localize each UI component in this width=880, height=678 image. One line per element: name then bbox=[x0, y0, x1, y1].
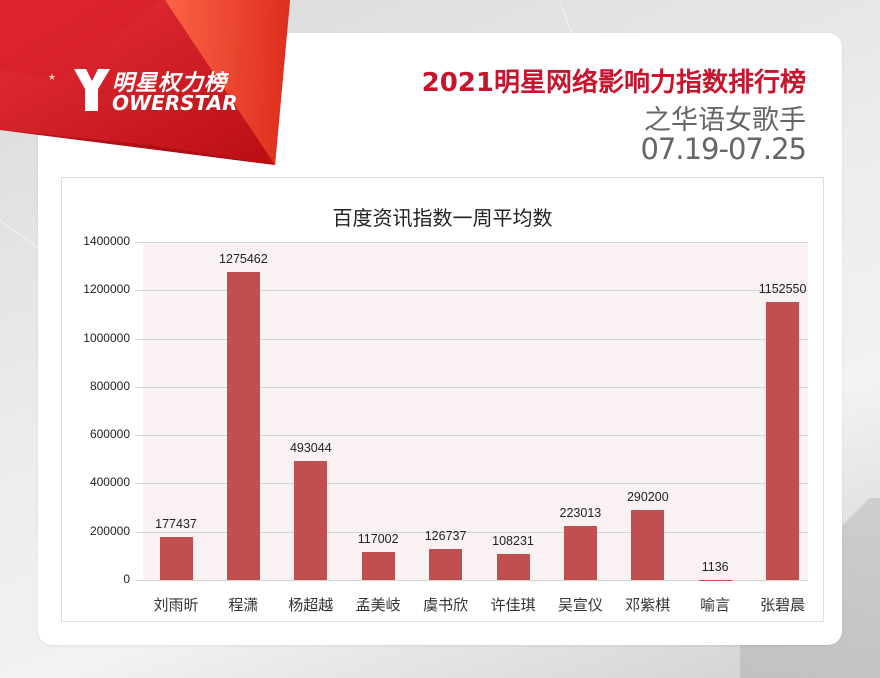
x-axis-category-label: 许佳琪 bbox=[490, 596, 536, 614]
bar-value-label: 117002 bbox=[357, 531, 399, 546]
date-range: 07.19-07.25 bbox=[640, 132, 807, 166]
bar bbox=[698, 579, 732, 581]
bar bbox=[226, 272, 260, 580]
bar-value-label: 177437 bbox=[155, 517, 197, 532]
y-axis-tick-label: 1000000 bbox=[83, 330, 130, 345]
x-axis-category-label: 张碧晨 bbox=[760, 596, 806, 614]
x-axis-category-label: 程潇 bbox=[228, 596, 259, 614]
bar bbox=[159, 537, 193, 580]
gridline bbox=[135, 386, 808, 388]
gridline bbox=[135, 338, 808, 340]
x-axis-category-label: 吴宣仪 bbox=[557, 596, 603, 614]
y-axis-tick-label: 200000 bbox=[89, 523, 130, 538]
bar bbox=[429, 549, 463, 580]
chart-title: 百度资讯指数一周平均数 bbox=[332, 206, 553, 230]
yowerstar-logo: 明星权力榜 OWERSTAR bbox=[72, 65, 282, 115]
logo-chinese-text: 明星权力榜 bbox=[112, 71, 228, 96]
x-axis-category-label: 邓紫棋 bbox=[625, 596, 671, 614]
bar-value-label: 1136 bbox=[701, 559, 729, 574]
logo-y-icon bbox=[74, 69, 110, 111]
page-title: 2021明星网络影响力指数排行榜 bbox=[421, 68, 806, 98]
y-axis-tick-label: 800000 bbox=[89, 378, 130, 393]
gridline bbox=[135, 435, 808, 437]
bar-value-label: 126737 bbox=[424, 529, 467, 544]
bar-value-label: 1152550 bbox=[758, 281, 807, 296]
x-axis-category-label: 杨超越 bbox=[288, 596, 334, 614]
page-subtitle: 之华语女歌手 bbox=[644, 105, 806, 136]
bar-value-label: 290200 bbox=[626, 489, 669, 504]
bar bbox=[766, 301, 800, 580]
gridline bbox=[135, 531, 808, 533]
y-axis-tick-label: 1200000 bbox=[83, 282, 130, 297]
bar-value-label: 223013 bbox=[559, 506, 602, 521]
gridline bbox=[135, 580, 808, 581]
gridline bbox=[135, 290, 808, 292]
bar bbox=[563, 526, 597, 580]
x-axis-category-label: 喻言 bbox=[700, 596, 731, 614]
gridline bbox=[135, 483, 808, 485]
y-axis-tick-label: 0 bbox=[123, 572, 130, 586]
bar bbox=[361, 551, 395, 580]
gridline bbox=[135, 242, 808, 243]
bar-value-label: 493044 bbox=[289, 440, 332, 455]
bar bbox=[496, 553, 530, 580]
bar-value-label: 1275462 bbox=[219, 252, 268, 267]
bar bbox=[631, 509, 665, 580]
x-axis-category-label: 虞书欣 bbox=[423, 596, 469, 614]
x-axis-category-label: 刘雨昕 bbox=[153, 596, 199, 614]
bar bbox=[294, 460, 328, 580]
logo-english-text: OWERSTAR bbox=[112, 91, 238, 115]
red-banner bbox=[0, 0, 290, 165]
y-axis-tick-label: 1400000 bbox=[83, 234, 130, 248]
star-icon: ★ bbox=[48, 73, 57, 83]
y-axis-tick-label: 600000 bbox=[89, 427, 130, 442]
bar-value-label: 108231 bbox=[492, 533, 534, 548]
x-axis-category-label: 孟美岐 bbox=[355, 596, 401, 614]
y-axis-tick-label: 400000 bbox=[89, 475, 130, 490]
